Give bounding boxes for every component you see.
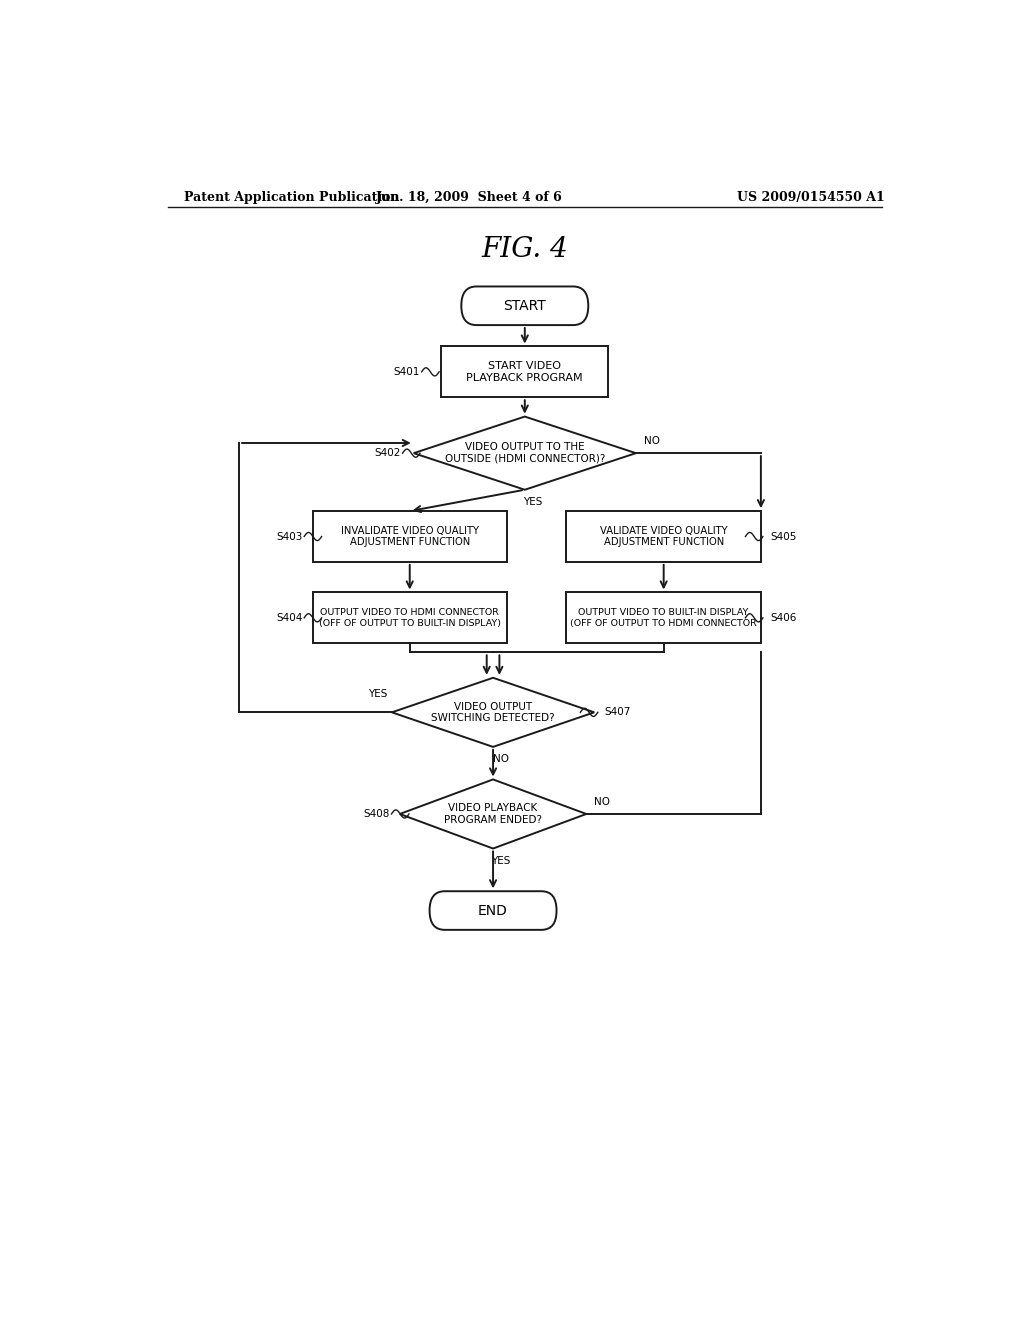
Text: NO: NO <box>644 436 659 446</box>
Text: US 2009/0154550 A1: US 2009/0154550 A1 <box>736 190 885 203</box>
FancyBboxPatch shape <box>430 891 557 929</box>
Text: S405: S405 <box>771 532 798 541</box>
FancyBboxPatch shape <box>566 593 761 643</box>
Text: S408: S408 <box>364 809 390 818</box>
Text: NO: NO <box>493 754 509 764</box>
FancyBboxPatch shape <box>566 511 761 562</box>
Text: NO: NO <box>594 797 610 807</box>
Text: Jun. 18, 2009  Sheet 4 of 6: Jun. 18, 2009 Sheet 4 of 6 <box>376 190 562 203</box>
Text: YES: YES <box>369 689 388 700</box>
Text: VALIDATE VIDEO QUALITY
ADJUSTMENT FUNCTION: VALIDATE VIDEO QUALITY ADJUSTMENT FUNCTI… <box>600 525 727 548</box>
FancyBboxPatch shape <box>441 346 608 397</box>
Text: OUTPUT VIDEO TO HDMI CONNECTOR
(OFF OF OUTPUT TO BUILT-IN DISPLAY): OUTPUT VIDEO TO HDMI CONNECTOR (OFF OF O… <box>318 609 501 627</box>
Text: VIDEO PLAYBACK
PROGRAM ENDED?: VIDEO PLAYBACK PROGRAM ENDED? <box>444 803 542 825</box>
Text: END: END <box>478 903 508 917</box>
Text: YES: YES <box>523 496 543 507</box>
Text: VIDEO OUTPUT TO THE
OUTSIDE (HDMI CONNECTOR)?: VIDEO OUTPUT TO THE OUTSIDE (HDMI CONNEC… <box>444 442 605 463</box>
FancyBboxPatch shape <box>312 511 507 562</box>
Text: START: START <box>504 298 546 313</box>
Text: INVALIDATE VIDEO QUALITY
ADJUSTMENT FUNCTION: INVALIDATE VIDEO QUALITY ADJUSTMENT FUNC… <box>341 525 479 548</box>
Text: S401: S401 <box>393 367 420 376</box>
FancyBboxPatch shape <box>461 286 588 325</box>
Polygon shape <box>414 417 636 490</box>
Text: S403: S403 <box>276 532 303 541</box>
FancyBboxPatch shape <box>312 593 507 643</box>
Text: S406: S406 <box>771 612 798 623</box>
Text: START VIDEO
PLAYBACK PROGRAM: START VIDEO PLAYBACK PROGRAM <box>467 362 583 383</box>
Text: S402: S402 <box>375 449 401 458</box>
Text: Patent Application Publication: Patent Application Publication <box>183 190 399 203</box>
Text: S404: S404 <box>276 612 303 623</box>
Text: S407: S407 <box>604 708 631 717</box>
Text: VIDEO OUTPUT
SWITCHING DETECTED?: VIDEO OUTPUT SWITCHING DETECTED? <box>431 701 555 723</box>
Polygon shape <box>399 779 587 849</box>
Polygon shape <box>392 677 594 747</box>
Text: YES: YES <box>492 855 511 866</box>
Text: FIG. 4: FIG. 4 <box>481 236 568 264</box>
Text: OUTPUT VIDEO TO BUILT-IN DISPLAY
(OFF OF OUTPUT TO HDMI CONNECTOR: OUTPUT VIDEO TO BUILT-IN DISPLAY (OFF OF… <box>570 609 757 627</box>
